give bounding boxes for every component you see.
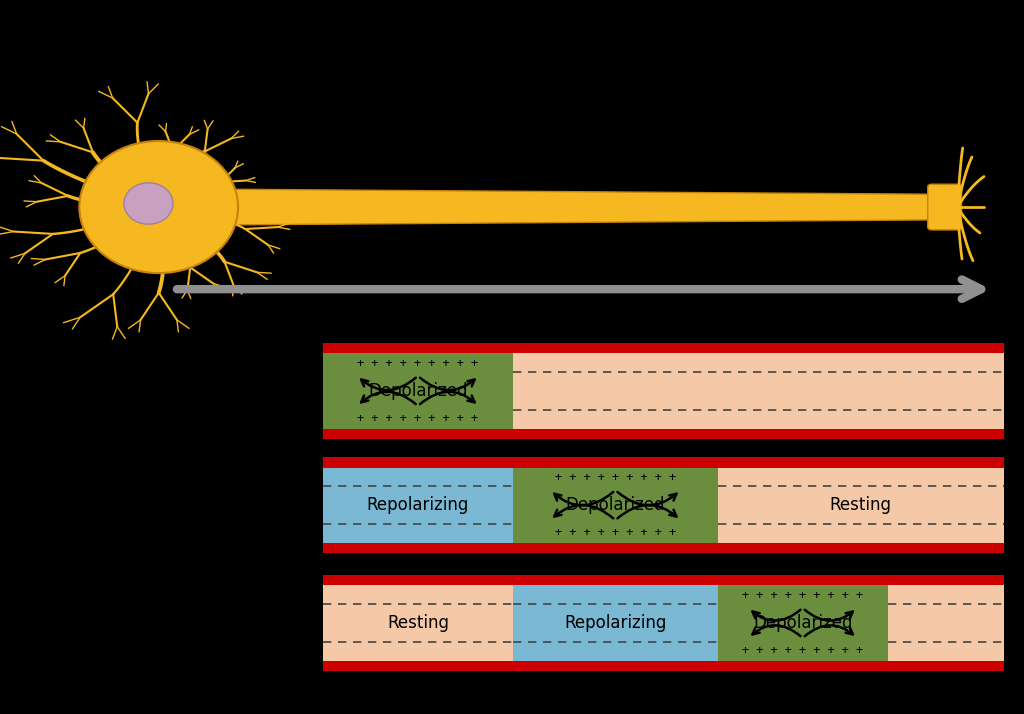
Text: Resting: Resting (829, 496, 892, 514)
Ellipse shape (124, 183, 173, 224)
Bar (323, 468, 513, 543)
Text: Depolarized: Depolarized (369, 382, 468, 400)
FancyBboxPatch shape (928, 184, 962, 230)
Ellipse shape (80, 141, 238, 273)
Text: + + + + + + + + +: + + + + + + + + + (742, 644, 863, 658)
Text: Depolarized: Depolarized (565, 496, 666, 514)
Text: Repolarizing: Repolarizing (367, 496, 469, 514)
Text: Repolarizing: Repolarizing (564, 614, 667, 632)
Bar (888, 585, 1004, 660)
Bar (323, 585, 513, 660)
Text: + + + + + + + + +: + + + + + + + + + (357, 356, 478, 370)
Text: + + + + + + + + +: + + + + + + + + + (742, 588, 863, 602)
Text: Resting: Resting (387, 614, 449, 632)
Bar (513, 353, 1004, 428)
Bar (513, 468, 718, 543)
Bar (323, 353, 513, 428)
Text: + + + + + + + + +: + + + + + + + + + (357, 412, 478, 426)
Text: Depolarized: Depolarized (753, 614, 852, 632)
Bar (718, 468, 1004, 543)
Bar (513, 585, 718, 660)
Polygon shape (225, 189, 932, 225)
Bar (718, 585, 888, 660)
Text: + + + + + + + + +: + + + + + + + + + (555, 526, 676, 540)
Text: + + + + + + + + +: + + + + + + + + + (555, 471, 676, 484)
